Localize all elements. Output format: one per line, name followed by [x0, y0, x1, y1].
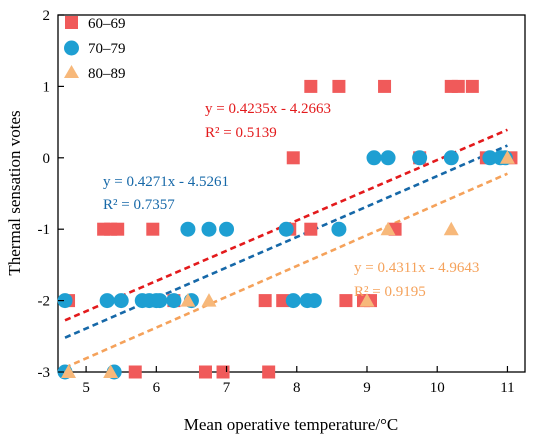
- point-70-79: [306, 293, 322, 309]
- legend-label-70-79: 70–79: [88, 41, 126, 57]
- point-60-69: [146, 222, 160, 236]
- y-tick-label: 2: [43, 8, 51, 24]
- point-60-69: [128, 365, 142, 379]
- x-tick-label: 11: [500, 380, 514, 396]
- point-60-69: [339, 294, 353, 308]
- data-points: [57, 79, 518, 380]
- y-tick-label: 1: [43, 79, 51, 95]
- point-70-79: [219, 221, 235, 237]
- point-60-69: [198, 365, 212, 379]
- point-60-69: [332, 79, 346, 93]
- fit-equation-80-89: y = 0.4311x - 4.9643: [354, 260, 479, 276]
- point-70-79: [166, 293, 182, 309]
- point-60-69: [304, 222, 318, 236]
- legend-marker-70-79: [64, 40, 79, 56]
- y-tick-label: -1: [38, 222, 51, 238]
- point-70-79: [380, 150, 396, 166]
- point-70-79: [180, 221, 196, 237]
- point-60-69: [111, 222, 125, 236]
- legend-label-60-69: 60–69: [88, 16, 126, 32]
- point-80-89: [499, 150, 515, 164]
- point-60-69: [465, 79, 479, 93]
- fit-equation-70-79: y = 0.4271x - 4.5261: [103, 174, 229, 190]
- point-80-89: [380, 221, 396, 236]
- legend: 60–69 70–79 80–89: [64, 16, 126, 82]
- legend-marker-80-89: [64, 65, 79, 78]
- x-tick-label: 9: [363, 380, 371, 396]
- point-60-69: [216, 365, 230, 379]
- axis-ticks: 5 6 7 8 9 10 11 -3 -2 -1 0 1 2: [38, 8, 515, 396]
- point-80-89: [443, 221, 459, 236]
- point-70-79: [366, 150, 382, 166]
- point-80-89: [180, 293, 196, 307]
- fit-equation-60-69: y = 0.4235x - 4.2663: [205, 101, 331, 117]
- fit-r2-80-89: R² = 0.9195: [354, 284, 426, 300]
- point-60-69: [276, 294, 290, 308]
- y-tick-label: -3: [38, 365, 51, 381]
- x-tick-label: 10: [430, 380, 445, 396]
- fit-line-80-89: [64, 172, 508, 369]
- fit-r2-70-79: R² = 0.7357: [103, 197, 175, 213]
- point-70-79: [113, 293, 129, 309]
- point-60-69: [451, 79, 465, 93]
- point-70-79: [201, 221, 217, 237]
- point-80-89: [359, 293, 375, 307]
- point-60-69: [286, 151, 300, 165]
- y-tick-label: -2: [38, 294, 51, 310]
- x-tick-label: 8: [293, 380, 301, 396]
- x-tick-label: 5: [82, 380, 90, 396]
- point-70-79: [57, 293, 73, 309]
- point-80-89: [61, 364, 77, 378]
- y-tick-label: 0: [43, 151, 51, 167]
- x-axis-title: Mean operative temperature/°C: [184, 415, 398, 434]
- point-70-79: [482, 150, 498, 166]
- point-70-79: [331, 221, 347, 237]
- x-tick-label: 7: [223, 380, 231, 396]
- point-70-79: [443, 150, 459, 166]
- legend-label-80-89: 80–89: [88, 66, 126, 82]
- point-70-79: [285, 293, 301, 309]
- y-axis-title: Thermal sensation votes: [5, 110, 24, 275]
- fit-lines: [64, 128, 508, 369]
- point-80-89: [201, 293, 217, 307]
- point-60-69: [378, 79, 392, 93]
- legend-marker-60-69: [65, 16, 78, 29]
- point-70-79: [152, 293, 168, 309]
- point-60-69: [304, 79, 318, 93]
- fit-r2-60-69: R² = 0.5139: [205, 125, 277, 141]
- point-60-69: [258, 294, 272, 308]
- point-70-79: [412, 150, 428, 166]
- point-70-79: [278, 221, 294, 237]
- point-60-69: [262, 365, 276, 379]
- x-tick-label: 6: [153, 380, 161, 396]
- plot-frame: [57, 14, 526, 373]
- point-80-89: [103, 364, 119, 378]
- point-70-79: [99, 293, 115, 309]
